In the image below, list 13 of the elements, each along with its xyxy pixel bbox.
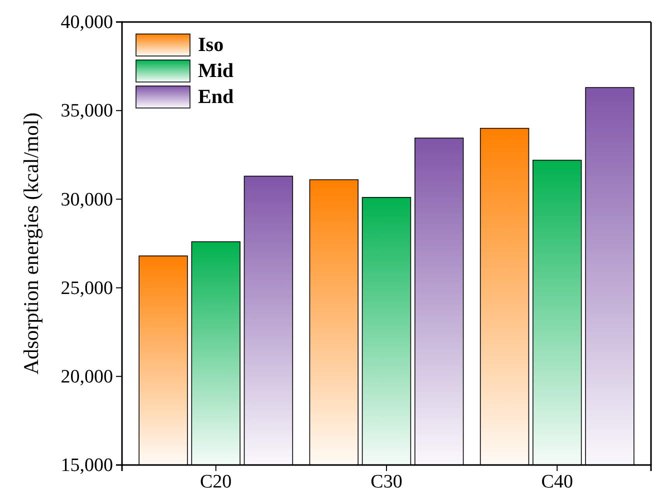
- y-tick-label: 35,000: [60, 100, 113, 122]
- legend-label: Iso: [198, 34, 224, 56]
- y-tick-label: 30,000: [60, 189, 113, 210]
- y-axis-title: Adsorption energies (kcal/mol): [19, 112, 43, 375]
- legend-label: End: [198, 86, 234, 108]
- y-tick-label: 40,000: [60, 12, 113, 34]
- x-tick-label: C20: [200, 471, 232, 492]
- x-tick-label: C40: [541, 471, 573, 492]
- x-tick-label: C30: [370, 471, 402, 492]
- y-tick-label: 25,000: [60, 278, 113, 299]
- y-tick-label: 20,000: [60, 366, 113, 388]
- y-tick-label: 15,000: [60, 455, 113, 476]
- legend-label: Mid: [198, 60, 234, 82]
